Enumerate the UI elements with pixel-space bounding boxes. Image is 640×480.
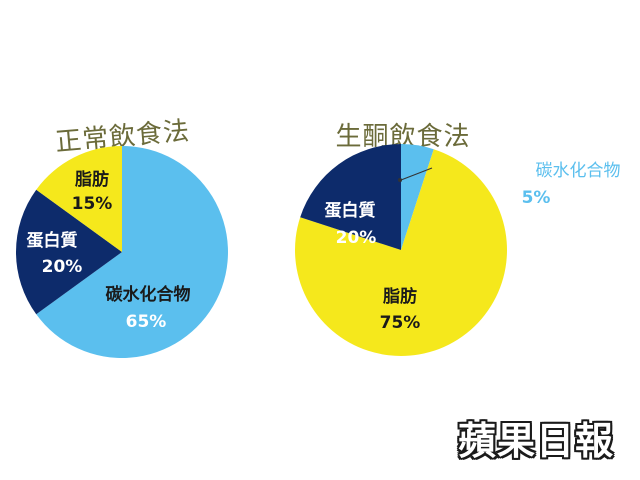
keto-carbs-value: 5% — [522, 188, 551, 208]
normal-fat-value: 15% — [72, 194, 113, 214]
normal-protein-label: 蛋白質 — [27, 230, 78, 251]
keto-carbs-label: 碳水化合物 — [536, 161, 621, 181]
normal-protein-value: 20% — [42, 257, 83, 277]
apple-daily-watermark: 蘋果日報 — [458, 419, 615, 463]
keto-fat-slice — [295, 149, 508, 357]
keto-fat-value: 75% — [380, 313, 421, 333]
normal-protein-slice — [15, 189, 122, 315]
keto-protein-slice — [300, 144, 401, 250]
normal-carbs-value: 65% — [126, 312, 167, 332]
keto-fat-label: 脂肪 — [383, 286, 417, 307]
keto-diet-pie: 生酮飲食法 碳水化合物 5% 蛋白質 20% 脂肪 75% — [295, 122, 621, 357]
keto-protein-label: 蛋白質 — [325, 200, 376, 221]
keto-protein-value: 20% — [336, 228, 377, 248]
normal-diet-pie: 正常飲食法 脂肪 15% 蛋白質 20% 碳水化合物 65% — [15, 116, 228, 359]
normal-fat-label: 脂肪 — [75, 169, 109, 190]
keto-carbs-leader-dot — [398, 178, 402, 182]
normal-carbs-slice — [36, 146, 228, 359]
normal-carbs-label: 碳水化合物 — [106, 284, 191, 305]
normal-fat-slice — [36, 146, 122, 252]
keto-carbs-leader-line — [400, 167, 433, 181]
